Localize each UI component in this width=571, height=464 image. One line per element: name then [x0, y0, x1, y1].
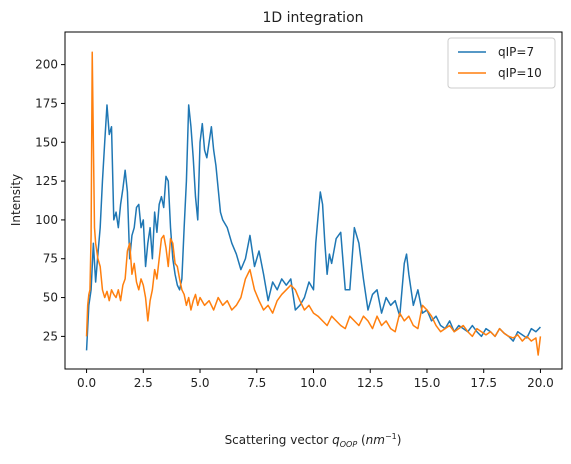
plot-area	[85, 51, 542, 356]
y-tick-label: 25	[43, 329, 58, 343]
series-layer	[85, 51, 542, 356]
x-axis-label: Scattering vector qOOP (nm−1)	[225, 432, 402, 449]
x-tick-label: 10.0	[300, 376, 327, 390]
y-tick-label: 150	[35, 135, 58, 149]
x-tick-label: 20.0	[527, 376, 554, 390]
x-axis-label-unit-open: (	[357, 433, 366, 447]
x-axis: 0.0 2.5 5.0 7.5 10.0 12.5 15.0 17.5 20.0	[77, 369, 554, 390]
y-axis: 25 50 75 100 125 150 175 200	[35, 58, 65, 343]
x-tick-label: 12.5	[357, 376, 384, 390]
y-tick-label: 100	[35, 213, 58, 227]
y-tick-label: 200	[35, 58, 58, 72]
chart-title: 1D integration	[262, 10, 363, 26]
legend-label-qip7: qIP=7	[498, 45, 534, 59]
legend: qIP=7 qIP=10	[447, 37, 556, 89]
x-tick-label: 15.0	[414, 376, 441, 390]
x-tick-label: 2.5	[134, 376, 153, 390]
x-axis-label-sub: OOP	[340, 440, 358, 449]
legend-label-qip10: qIP=10	[498, 66, 542, 80]
series-line-qip10	[85, 51, 542, 356]
x-axis-label-main: Scattering vector	[225, 433, 333, 447]
x-tick-label: 0.0	[77, 376, 96, 390]
x-axis-label-exp: −1	[385, 432, 397, 441]
x-axis-label-var: q	[332, 433, 340, 447]
y-tick-label: 75	[43, 252, 58, 266]
y-axis-label: Intensity	[9, 174, 23, 226]
x-axis-label-unit-close: )	[397, 433, 402, 447]
y-tick-label: 125	[35, 174, 58, 188]
y-tick-label: 50	[43, 291, 58, 305]
legend-box	[447, 37, 556, 89]
x-tick-label: 5.0	[190, 376, 209, 390]
x-axis-label-unit: nm	[366, 433, 385, 447]
y-tick-label: 175	[35, 96, 58, 110]
x-tick-label: 17.5	[470, 376, 497, 390]
x-tick-label: 7.5	[247, 376, 266, 390]
series-line-qip7	[85, 104, 541, 351]
